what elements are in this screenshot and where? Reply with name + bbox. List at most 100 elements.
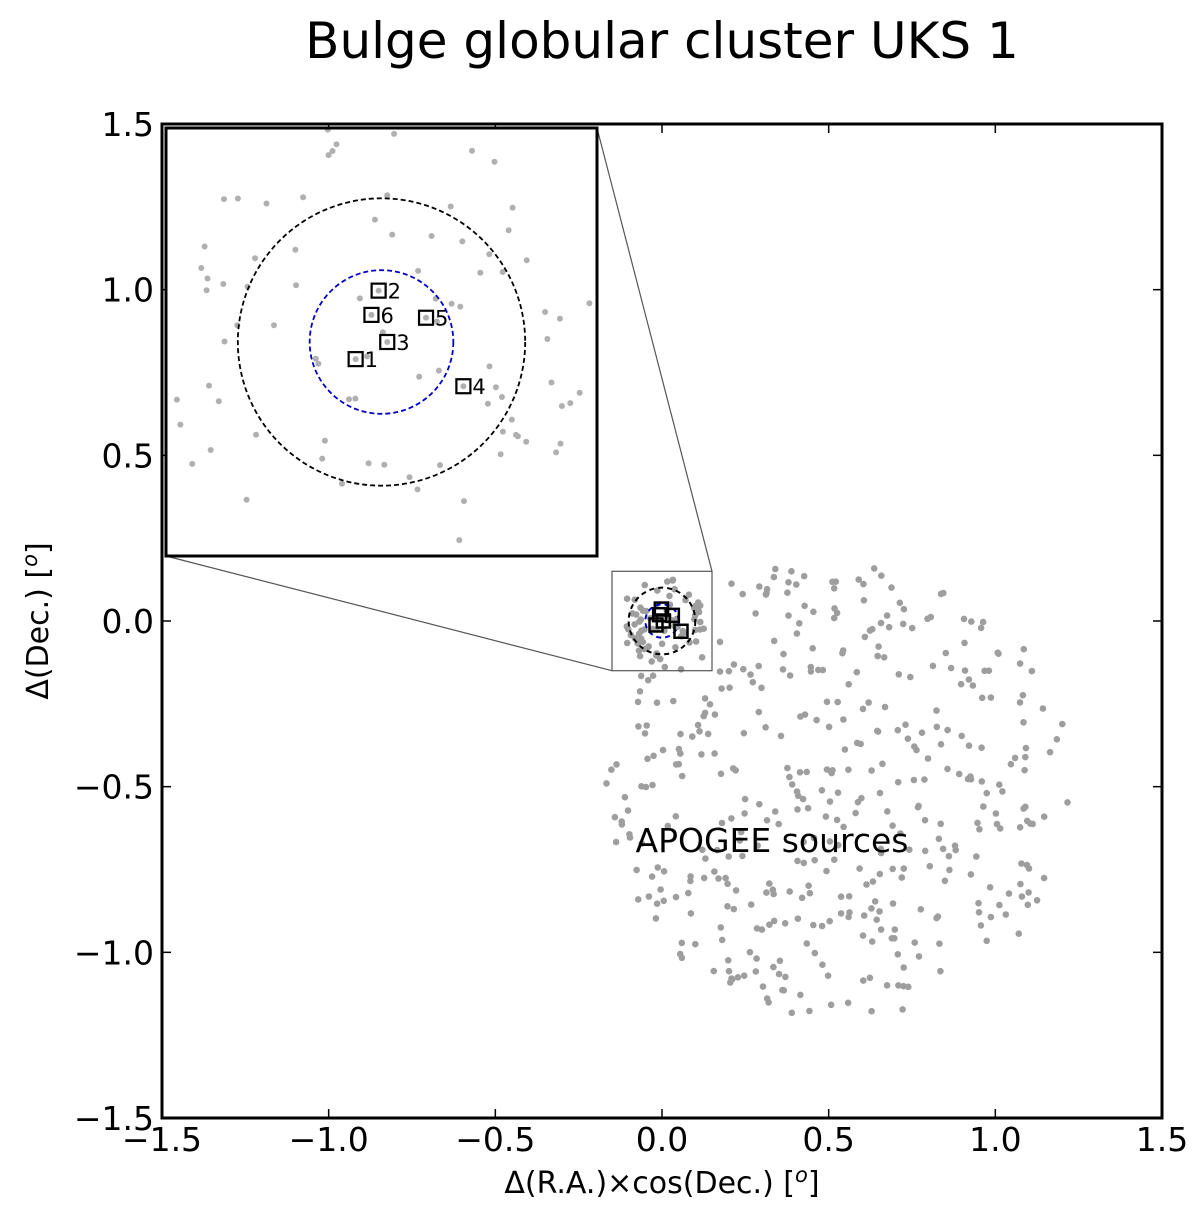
inset-source-point	[456, 537, 463, 544]
inset-source-point	[206, 382, 212, 389]
source-point	[649, 672, 657, 679]
source-point	[933, 914, 940, 922]
inset-source-point	[221, 338, 228, 345]
source-point	[1011, 754, 1019, 762]
source-point	[611, 813, 619, 821]
source-point	[863, 881, 870, 888]
source-point	[779, 666, 787, 673]
source-point	[944, 726, 951, 734]
source-point	[752, 968, 760, 975]
inset-source-point	[364, 353, 370, 360]
source-point	[788, 781, 796, 788]
source-point	[608, 766, 615, 773]
source-point	[781, 920, 789, 927]
inset-source-point	[215, 398, 222, 405]
source-point	[753, 925, 761, 932]
source-point	[1022, 744, 1030, 752]
source-point	[877, 926, 885, 933]
source-point	[641, 730, 649, 737]
source-point	[918, 729, 926, 736]
source-point	[921, 776, 928, 783]
source-point	[955, 770, 963, 778]
source-point	[889, 900, 897, 907]
source-point	[960, 615, 968, 623]
source-point	[654, 587, 661, 594]
source-point	[634, 896, 642, 903]
source-point	[766, 880, 773, 887]
source-point	[889, 822, 896, 829]
source-point	[725, 667, 733, 675]
source-point	[685, 591, 693, 598]
source-point	[716, 668, 724, 675]
x-tick-label: −1.5	[122, 1120, 202, 1159]
source-point	[818, 922, 826, 930]
inset-source-point	[448, 300, 455, 307]
source-point	[860, 580, 867, 588]
source-point	[689, 733, 696, 740]
source-point	[873, 916, 880, 923]
source-point	[739, 852, 746, 860]
source-point	[643, 722, 650, 729]
source-point	[977, 624, 985, 632]
source-point	[718, 685, 725, 692]
source-point	[702, 855, 709, 862]
source-point	[784, 764, 791, 772]
source-point	[1018, 893, 1026, 900]
inset-source-point	[243, 496, 250, 503]
y-tick-label: −1.5	[74, 1099, 154, 1138]
main-overlay	[611, 570, 713, 672]
source-point	[945, 852, 953, 860]
source-point	[891, 926, 899, 933]
source-point	[740, 665, 747, 673]
inset-background	[166, 128, 597, 556]
source-point	[958, 732, 965, 740]
source-point	[1023, 817, 1031, 825]
source-point	[756, 800, 763, 808]
source-point	[921, 847, 929, 855]
inset-source-point	[189, 460, 196, 467]
source-point	[1040, 813, 1048, 820]
source-point	[644, 676, 652, 684]
source-point	[636, 688, 644, 695]
source-point	[853, 668, 861, 676]
source-point	[871, 898, 879, 905]
source-point	[905, 983, 912, 991]
source-point	[1046, 748, 1054, 756]
source-point	[1039, 705, 1047, 712]
source-point	[860, 597, 868, 604]
source-point	[809, 645, 816, 652]
source-point	[983, 937, 990, 945]
source-point	[976, 826, 983, 833]
source-point	[770, 963, 777, 971]
source-point	[940, 589, 947, 597]
source-point	[827, 1001, 835, 1009]
inset-source-point	[435, 367, 442, 374]
source-point	[806, 889, 814, 897]
source-point	[691, 604, 698, 612]
source-point	[718, 819, 726, 827]
source-point	[704, 730, 712, 738]
source-point	[894, 726, 902, 734]
source-point	[694, 721, 702, 729]
source-point	[786, 672, 794, 679]
source-point	[1025, 865, 1033, 872]
x-axis-label: Δ(R.A.)×cos(Dec.) [o]	[504, 1163, 819, 1201]
source-point	[818, 787, 826, 794]
source-point	[895, 982, 902, 989]
source-point	[626, 834, 634, 841]
chart-title: Bulge globular cluster UKS 1	[305, 12, 1019, 70]
source-point	[854, 798, 862, 806]
source-point	[672, 893, 680, 901]
field-sources	[603, 565, 1071, 1017]
source-point	[763, 889, 770, 896]
source-point	[724, 903, 731, 910]
source-point	[900, 605, 908, 613]
source-point	[794, 915, 802, 922]
y-tick-label: −0.5	[74, 768, 154, 807]
source-point	[840, 716, 847, 723]
source-point	[865, 699, 872, 706]
source-point	[933, 723, 941, 731]
source-point	[877, 619, 885, 627]
source-point	[648, 658, 655, 665]
source-point	[631, 621, 638, 628]
